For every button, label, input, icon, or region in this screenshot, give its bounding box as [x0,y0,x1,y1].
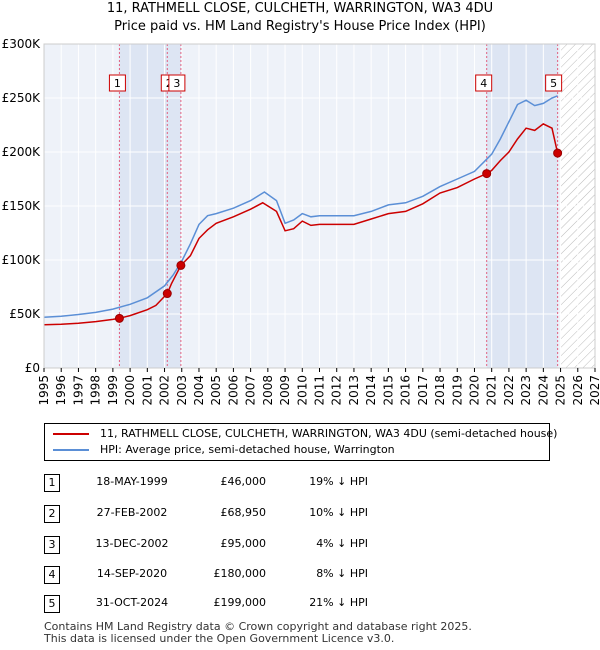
sale-number-badge: 4 [44,566,60,584]
x-tick-label: 2005 [209,375,223,406]
x-tick-label: 1996 [54,375,68,406]
chart-title: 11, RATHMELL CLOSE, CULCHETH, WARRINGTON… [0,0,600,36]
sale-label-frame [168,74,186,92]
sale-label-frame [545,74,563,92]
x-tick-label: 2010 [295,375,309,406]
sale-number-badge: 1 [44,474,60,492]
table-row: 5 31-OCT-2024 £199,000 21% ↓ HPI [0,593,600,613]
table-row: 3 13-DEC-2002 £95,000 4% ↓ HPI [0,534,600,554]
table-row: 1 18-MAY-1999 £46,000 19% ↓ HPI [0,472,600,492]
y-tick-label: £50K [9,307,41,321]
sale-hpi-diff: 4% ↓ HPI [316,537,368,550]
table-row: 4 14-SEP-2020 £180,000 8% ↓ HPI [0,564,600,584]
legend-swatch-property [53,433,89,435]
x-tick-label: 2000 [123,375,137,406]
sale-point [482,169,492,179]
title-line-2: Price paid vs. HM Land Registry's House … [114,19,486,34]
sale-point [176,260,186,270]
x-tick-label: 2002 [158,375,172,406]
table-row: 2 27-FEB-2002 £68,950 10% ↓ HPI [0,503,600,523]
sale-number-badge: 2 [44,505,60,523]
property-price-line [44,123,559,326]
sale-date: 14-SEP-2020 [96,567,168,580]
y-tick-label: £150K [2,199,42,213]
x-tick-label: 2003 [175,375,189,406]
sale-label-frame [108,74,126,92]
x-tick-label: 1995 [37,375,51,406]
footer-copyright: Contains HM Land Registry data © Crown c… [44,620,472,633]
sale-point [553,148,563,158]
x-tick-label: 2016 [399,375,413,406]
y-tick-label: £0 [25,361,40,375]
sale-label-box: 1 [108,74,126,92]
sale-point [114,313,124,323]
x-tick-label: 2025 [554,375,568,406]
sale-hpi-diff: 21% ↓ HPI [309,596,368,609]
x-tick-label: 2014 [364,375,378,406]
x-tick-label: 2022 [502,375,516,406]
x-tick-label: 2015 [381,375,395,406]
y-tick-label: £200K [2,145,42,159]
x-tick-label: 2007 [244,375,258,406]
sale-label-box: 4 [475,74,493,92]
x-tick-label: 2024 [536,375,550,406]
price-chart: 12345£0£50K£100K£150K£200K£250K£300K1995… [2,37,600,406]
x-tick-label: 2026 [571,375,585,406]
legend-item-property: 11, RATHMELL CLOSE, CULCHETH, WARRINGTON… [45,426,557,442]
x-tick-label: 2011 [313,375,327,406]
x-tick-label: 2013 [347,375,361,406]
x-tick-label: 1999 [106,375,120,406]
x-tick-label: 1998 [89,375,103,406]
y-tick-label: £300K [2,37,42,51]
sale-number-badge: 3 [44,536,60,554]
legend: 11, RATHMELL CLOSE, CULCHETH, WARRINGTON… [44,423,557,461]
sale-date: 31-OCT-2024 [95,596,169,609]
sale-point [162,289,172,299]
x-tick-label: 2008 [261,375,275,406]
sale-hpi-diff: 10% ↓ HPI [309,506,368,519]
sale-label-number: 4 [480,77,487,90]
x-tick-label: 2019 [450,375,464,406]
sale-label-number: 1 [114,77,121,90]
sale-date: 27-FEB-2002 [96,506,168,519]
legend-label-hpi: HPI: Average price, semi-detached house,… [100,443,395,456]
sale-price: £180,000 [213,567,267,580]
x-tick-label: 2023 [519,375,533,406]
x-tick-label: 1997 [71,375,85,406]
x-tick-label: 2021 [485,375,499,406]
title-line-1: 11, RATHMELL CLOSE, CULCHETH, WARRINGTON… [106,1,494,16]
sale-date: 13-DEC-2002 [95,537,169,550]
sale-hpi-diff: 8% ↓ HPI [316,567,368,580]
sale-label-number: 5 [550,77,557,90]
x-tick-label: 2012 [330,375,344,406]
x-tick-label: 2018 [433,375,447,406]
sale-date: 18-MAY-1999 [96,475,168,488]
sale-label-number: 3 [173,77,180,90]
y-tick-label: £250K [2,91,42,105]
footer: Contains HM Land Registry data © Crown c… [44,621,472,645]
sale-label-box: 5 [545,74,563,92]
hpi-line [44,95,558,318]
sale-price: £46,000 [220,475,267,488]
legend-label-property: 11, RATHMELL CLOSE, CULCHETH, WARRINGTON… [100,427,558,440]
x-tick-label: 2004 [192,375,206,406]
x-tick-label: 2017 [416,375,430,406]
sale-number-badge: 5 [44,595,60,613]
x-tick-label: 2020 [467,375,481,406]
legend-item-hpi: HPI: Average price, semi-detached house,… [45,442,545,458]
x-tick-label: 2001 [140,375,154,406]
sale-price: £95,000 [220,537,267,550]
sale-price: £68,950 [220,506,267,519]
sale-label-box: 3 [168,74,186,92]
x-tick-label: 2006 [226,375,240,406]
x-tick-label: 2027 [588,375,600,406]
y-tick-label: £100K [2,253,42,267]
sale-price: £199,000 [213,596,267,609]
sale-hpi-diff: 19% ↓ HPI [309,475,368,488]
legend-swatch-hpi [53,449,89,451]
x-tick-label: 2009 [278,375,292,406]
footer-licence: This data is licensed under the Open Gov… [44,632,395,645]
sale-label-frame [475,74,493,92]
